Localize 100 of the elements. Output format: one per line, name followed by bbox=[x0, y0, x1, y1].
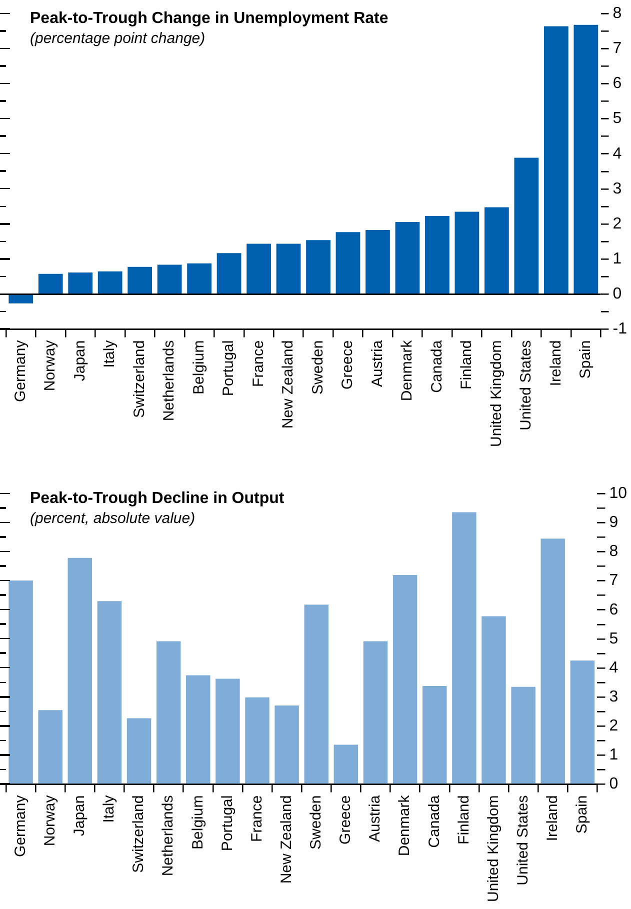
bar bbox=[514, 158, 539, 294]
bar bbox=[482, 616, 506, 784]
bar bbox=[126, 718, 152, 784]
y-tick-label: 8 bbox=[612, 5, 622, 22]
x-tick-label: Canada bbox=[428, 340, 446, 393]
bar bbox=[574, 24, 598, 294]
x-tick-label: New Zealand bbox=[280, 340, 297, 429]
x-tick-label: Sweden bbox=[308, 795, 325, 850]
x-tick-label: Ireland bbox=[544, 795, 562, 842]
x-tick-label: Ireland bbox=[547, 340, 564, 386]
x-tick-label: Switzerland bbox=[130, 340, 148, 418]
bar bbox=[186, 675, 210, 784]
x-tick-label: France bbox=[250, 340, 267, 387]
x-tick-label: Norway bbox=[42, 340, 59, 392]
bar bbox=[68, 272, 93, 294]
text: (percentage point change) bbox=[30, 30, 206, 47]
y-tick-label: 9 bbox=[609, 514, 618, 532]
bar bbox=[245, 697, 270, 784]
y-tick-label: 7 bbox=[609, 572, 618, 590]
bar bbox=[395, 222, 420, 294]
x-tick-label: United States bbox=[518, 340, 535, 430]
y-tick-label: 7 bbox=[612, 40, 622, 58]
x-tick-label: Belgium bbox=[190, 340, 208, 394]
x-tick-label: Greece bbox=[337, 795, 354, 844]
y-tick-label: 0 bbox=[609, 776, 618, 793]
bar bbox=[544, 26, 568, 294]
bar bbox=[156, 641, 181, 784]
bar bbox=[454, 212, 480, 294]
y-tick-label: 2 bbox=[612, 215, 622, 232]
bar bbox=[38, 274, 63, 294]
y-tick-label: 1 bbox=[609, 746, 618, 764]
x-tick-label: Portugal bbox=[220, 340, 238, 396]
bar bbox=[366, 230, 390, 294]
chart-title: Peak-to-Trough Decline in Output bbox=[30, 490, 284, 508]
y-tick-label: 5 bbox=[609, 630, 618, 648]
y-tick-label: 4 bbox=[612, 145, 622, 162]
x-tick-label: Norway bbox=[41, 794, 58, 846]
bar bbox=[246, 244, 271, 294]
bar bbox=[216, 253, 242, 294]
x-tick-label: Finland bbox=[455, 795, 472, 844]
bar bbox=[363, 641, 388, 784]
x-tick-label: Italy bbox=[100, 794, 118, 823]
bar bbox=[128, 266, 152, 294]
bar bbox=[98, 271, 122, 294]
y-tick-label: 4 bbox=[609, 659, 618, 676]
y-tick-label: 5 bbox=[612, 110, 622, 128]
x-tick-label: Portugal bbox=[218, 795, 236, 852]
x-tick-label: New Zealand bbox=[278, 795, 295, 884]
x-tick-label: Canada bbox=[426, 794, 443, 848]
x-tick-label: Spain bbox=[577, 340, 594, 379]
bar bbox=[422, 686, 447, 784]
x-tick-label: Finland bbox=[458, 340, 476, 390]
x-tick-label: United Kingdom bbox=[484, 795, 502, 902]
bar bbox=[511, 686, 536, 784]
bar bbox=[304, 604, 328, 784]
bar bbox=[38, 710, 62, 784]
text: (percent, absolute value) bbox=[30, 510, 196, 527]
x-tick-label: Japan bbox=[71, 795, 88, 836]
bar bbox=[452, 512, 476, 784]
y-tick-label: 2 bbox=[609, 718, 618, 735]
bar bbox=[8, 294, 34, 304]
bar bbox=[336, 232, 360, 294]
bar bbox=[334, 744, 358, 784]
x-tick-label: Austria bbox=[366, 794, 384, 842]
x-tick-label: Japan bbox=[71, 340, 88, 382]
bar bbox=[392, 574, 418, 784]
x-tick-label: Denmark bbox=[396, 794, 414, 856]
bar bbox=[570, 660, 595, 784]
x-tick-label: Italy bbox=[101, 340, 118, 368]
x-tick-label: United Kingdom bbox=[488, 340, 505, 448]
bar bbox=[8, 580, 33, 784]
x-tick-label: Netherlands bbox=[160, 795, 177, 876]
y-tick-label: 10 bbox=[609, 485, 628, 502]
bar bbox=[276, 244, 301, 294]
bar bbox=[157, 264, 182, 294]
x-tick-label: Belgium bbox=[189, 795, 206, 850]
x-tick-label: Greece bbox=[339, 340, 356, 390]
x-tick-label: Denmark bbox=[398, 340, 416, 402]
y-tick-label: 8 bbox=[609, 543, 618, 560]
x-tick-label: Germany bbox=[12, 340, 30, 402]
bar bbox=[425, 216, 450, 294]
y-tick-label: 3 bbox=[612, 180, 622, 198]
x-tick-label: Switzerland bbox=[130, 795, 148, 873]
x-tick-label: Austria bbox=[368, 340, 386, 387]
x-tick-label: United States bbox=[514, 795, 532, 886]
x-tick-label: Spain bbox=[574, 795, 591, 834]
bar bbox=[97, 601, 122, 784]
bar bbox=[216, 678, 240, 784]
chart-title: Peak-to-Trough Change in Unemployment Rate bbox=[30, 10, 388, 28]
y-tick-label: 6 bbox=[612, 75, 622, 92]
y-tick-label: 0 bbox=[612, 286, 622, 303]
bar bbox=[187, 263, 212, 294]
bar bbox=[540, 538, 565, 784]
x-tick-label: France bbox=[248, 795, 266, 842]
x-tick-label: Sweden bbox=[309, 340, 326, 394]
bar bbox=[68, 558, 92, 784]
y-tick-label: 1 bbox=[612, 250, 622, 268]
y-tick-label: 3 bbox=[609, 688, 618, 706]
y-tick-label: -1 bbox=[612, 320, 628, 338]
bar bbox=[274, 706, 299, 784]
